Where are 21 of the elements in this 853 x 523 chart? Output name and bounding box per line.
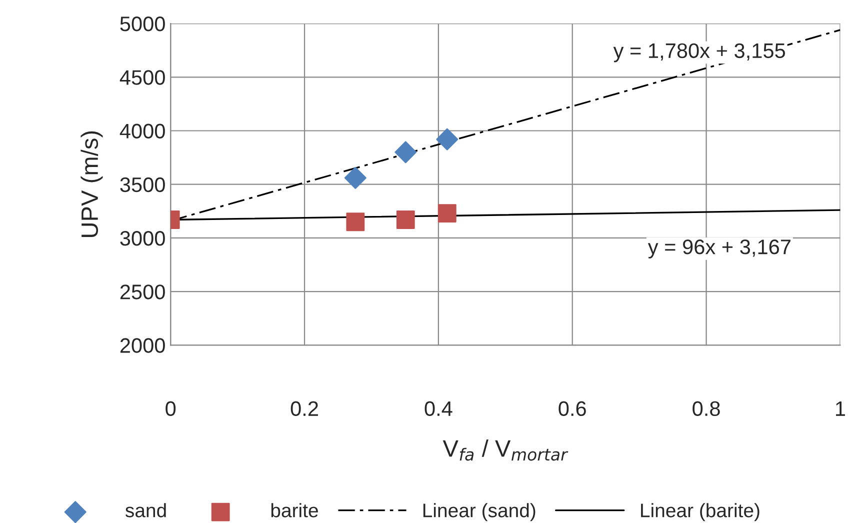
legend-label: Linear (sand)	[423, 503, 536, 522]
y-axis-title: UPV (m/s)	[80, 131, 103, 237]
x-tick-label: 0.4	[424, 401, 452, 416]
x-tick-label: 0	[166, 401, 176, 416]
y-tick-label: 5000	[120, 16, 165, 32]
x-axis-title: V$_{fa}$ / V$_{mortar}$	[442, 439, 568, 461]
legend-label: barite	[271, 503, 318, 518]
annotation: y = 96x + 3,167	[648, 240, 790, 258]
y-tick-label: 4000	[120, 124, 165, 139]
x-tick-label: 0.6	[558, 401, 586, 416]
y-tick-label: 3500	[120, 177, 165, 192]
x-tick-label: 0.8	[692, 401, 720, 416]
x-tick-label: 0.2	[290, 401, 318, 416]
y-tick-label: 4500	[120, 70, 165, 85]
y-tick-label: 3000	[120, 230, 165, 246]
y-tick-label: 2500	[120, 284, 165, 300]
legend-label: sand	[125, 503, 166, 518]
legend-label: Linear (barite)	[641, 503, 760, 522]
x-tick-label: 1	[836, 402, 845, 416]
y-tick-label: 2000	[120, 338, 165, 353]
annotation: y = 1,780x + 3,155	[613, 43, 786, 62]
